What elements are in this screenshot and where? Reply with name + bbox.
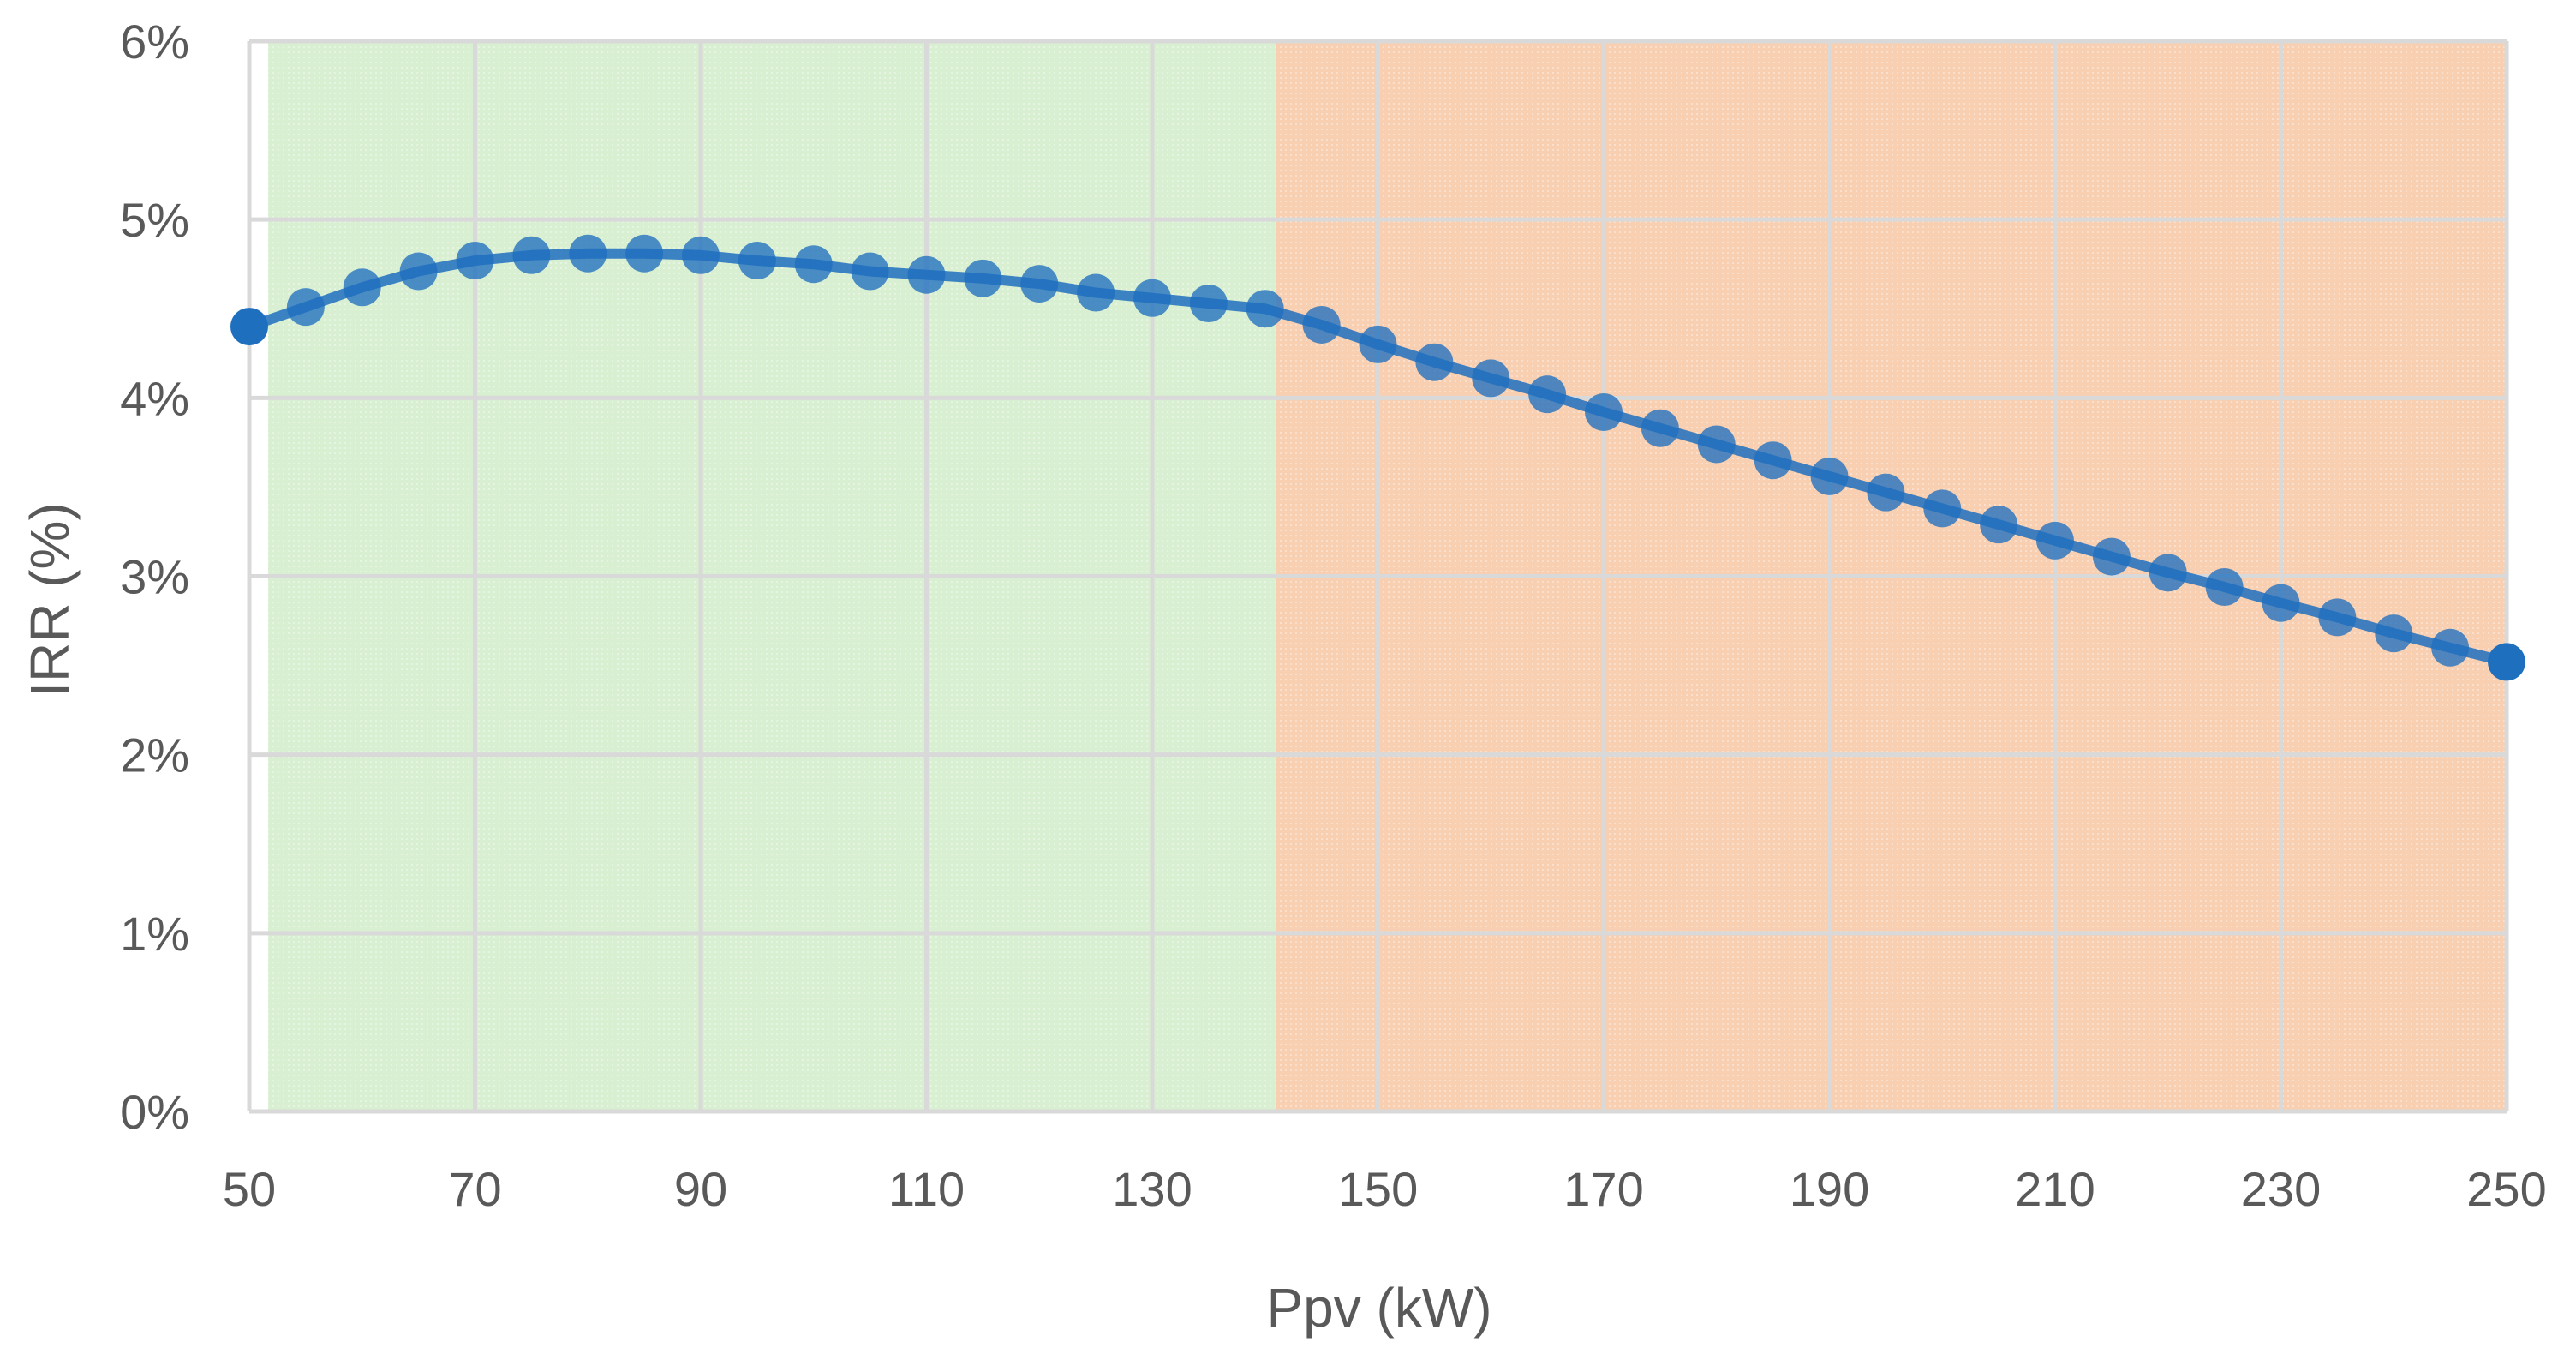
x-tick-label: 150 bbox=[1338, 1162, 1418, 1216]
data-point bbox=[625, 234, 664, 273]
data-point bbox=[1359, 325, 1397, 363]
y-axis-title: IRR (%) bbox=[19, 502, 81, 698]
data-point bbox=[1020, 265, 1059, 303]
data-point bbox=[964, 259, 1002, 297]
data-point bbox=[851, 252, 889, 291]
gridlines bbox=[249, 39, 2509, 1111]
x-tick-label: 210 bbox=[2015, 1162, 2095, 1216]
tick-labels: 0% 1% 2% 3% 4% 5% 6% 50 70 90 110 130 150 170 190 210 23… bbox=[120, 15, 2547, 1216]
data-point bbox=[1980, 506, 2018, 544]
data-point bbox=[1697, 425, 1736, 464]
y-tick-label: 3% bbox=[120, 550, 189, 604]
y-tick-label: 1% bbox=[120, 907, 189, 961]
data-point bbox=[2488, 643, 2525, 681]
data-point bbox=[1585, 392, 1623, 431]
data-point bbox=[1867, 473, 1905, 512]
y-tick-label: 6% bbox=[120, 15, 189, 69]
data-point bbox=[1246, 290, 1284, 328]
data-point bbox=[1472, 359, 1510, 398]
data-point bbox=[682, 236, 720, 274]
data-point bbox=[907, 255, 946, 294]
y-tick-label: 5% bbox=[120, 193, 189, 247]
series-layer bbox=[230, 234, 2525, 681]
data-point bbox=[2431, 628, 2470, 667]
data-point bbox=[1415, 343, 1454, 381]
x-tick-label: 130 bbox=[1112, 1162, 1192, 1216]
data-point bbox=[1528, 375, 1567, 414]
x-tick-label: 170 bbox=[1563, 1162, 1643, 1216]
data-point bbox=[738, 242, 776, 280]
data-point bbox=[399, 252, 438, 291]
data-point bbox=[456, 242, 494, 280]
y-tick-label: 4% bbox=[120, 371, 189, 425]
data-point bbox=[2318, 598, 2357, 637]
data-point bbox=[512, 236, 551, 274]
x-tick-label: 230 bbox=[2241, 1162, 2321, 1216]
data-point bbox=[2262, 584, 2300, 622]
data-point bbox=[1133, 279, 1171, 317]
x-tick-label: 70 bbox=[448, 1162, 501, 1216]
x-tick-label: 90 bbox=[674, 1162, 727, 1216]
data-point bbox=[286, 288, 325, 327]
data-point bbox=[1302, 305, 1341, 344]
data-point bbox=[1810, 457, 1849, 495]
y-tick-label: 2% bbox=[120, 728, 189, 782]
x-tick-label: 50 bbox=[223, 1162, 276, 1216]
x-tick-label: 110 bbox=[888, 1162, 965, 1216]
y-tick-label: 0% bbox=[120, 1085, 189, 1139]
data-point bbox=[569, 234, 607, 273]
x-tick-label: 250 bbox=[2466, 1162, 2546, 1216]
data-point bbox=[1754, 441, 1792, 480]
data-point bbox=[794, 245, 833, 284]
data-point bbox=[2149, 554, 2187, 592]
x-axis-title: Ppv (kW) bbox=[1266, 1277, 1491, 1339]
data-point bbox=[2036, 521, 2074, 560]
axes bbox=[247, 41, 2507, 1114]
data-point bbox=[1641, 409, 1679, 447]
data-point bbox=[230, 308, 268, 346]
data-point bbox=[1077, 273, 1115, 312]
data-point bbox=[1189, 285, 1228, 323]
data-point bbox=[2375, 614, 2413, 653]
data-point bbox=[2205, 567, 2244, 606]
x-tick-label: 190 bbox=[1790, 1162, 1869, 1216]
data-point bbox=[343, 268, 381, 307]
data-point bbox=[2092, 537, 2131, 576]
data-point bbox=[1923, 489, 1962, 528]
